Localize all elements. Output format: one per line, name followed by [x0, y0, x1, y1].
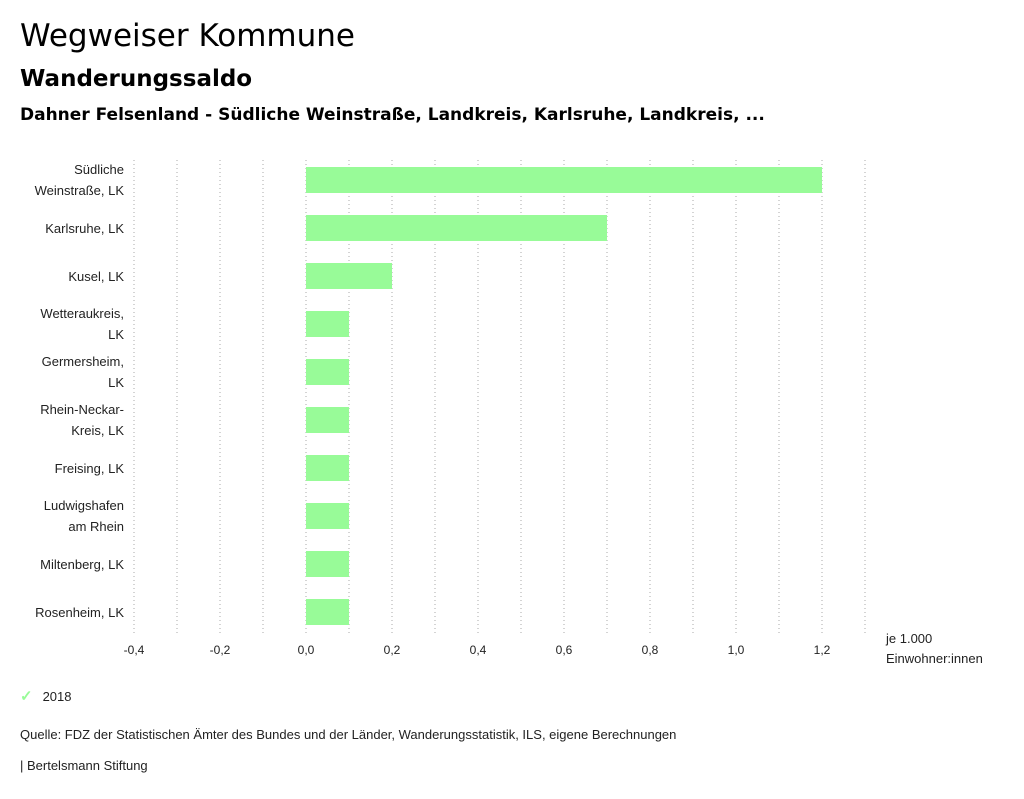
- bar-2[interactable]: [306, 215, 607, 241]
- category-label: Wetteraukreis, LK: [4, 303, 124, 345]
- bar-6[interactable]: [306, 407, 349, 433]
- bar-8[interactable]: [306, 503, 349, 529]
- legend[interactable]: ✓ 2018: [20, 687, 72, 705]
- category-label: Kusel, LK: [4, 266, 124, 287]
- category-label: Rosenheim, LK: [4, 602, 124, 623]
- legend-label: 2018: [42, 688, 72, 704]
- category-label-line: Germersheim,: [41, 354, 124, 369]
- bar-4[interactable]: [306, 311, 349, 337]
- category-label: Freising, LK: [4, 458, 124, 479]
- bar-1[interactable]: [306, 167, 822, 193]
- x-tick-label: -0,4: [124, 643, 145, 657]
- category-label: Miltenberg, LK: [4, 554, 124, 575]
- region-selection: Dahner Felsenland - Südliche Weinstraße,…: [20, 105, 765, 125]
- category-label: Südliche Weinstraße, LK: [4, 159, 124, 201]
- category-label-line: Ludwigshafen: [43, 498, 124, 513]
- category-label-line: Südliche: [74, 162, 124, 177]
- x-tick-label: -0,2: [210, 643, 231, 657]
- category-label-line: Miltenberg, LK: [40, 556, 124, 572]
- category-label-line: Karlsruhe, LK: [45, 220, 124, 236]
- x-tick-label: 0,8: [642, 643, 659, 657]
- x-tick-label: 0,4: [470, 643, 487, 657]
- category-label: Rhein-Neckar- Kreis, LK: [4, 399, 124, 441]
- category-label-line: Wetteraukreis,: [40, 306, 124, 321]
- x-tick-label: 1,0: [728, 643, 745, 657]
- category-label: Germersheim, LK: [4, 351, 124, 393]
- page-title: Wegweiser Kommune: [20, 18, 355, 54]
- category-label-line: am Rhein: [68, 519, 124, 534]
- category-label-line: Kusel, LK: [68, 268, 124, 284]
- x-axis-unit: je 1.000 Einwohner:innen: [886, 629, 983, 669]
- bar-10[interactable]: [306, 599, 349, 625]
- x-axis-unit-line-2: Einwohner:innen: [886, 651, 983, 666]
- x-tick-label: 0,0: [298, 643, 315, 657]
- x-tick-label: 0,6: [556, 643, 573, 657]
- category-label-line: LK: [108, 375, 124, 390]
- chart-subtitle: Wanderungssaldo: [20, 66, 253, 92]
- category-label-line: Freising, LK: [54, 460, 124, 476]
- x-tick-label: 0,2: [384, 643, 401, 657]
- bar-3[interactable]: [306, 263, 392, 289]
- category-label: Ludwigshafen am Rhein: [4, 495, 124, 537]
- source-note: Quelle: FDZ der Statistischen Ämter des …: [20, 727, 677, 742]
- bar-5[interactable]: [306, 359, 349, 385]
- x-axis-unit-line-1: je 1.000: [886, 631, 933, 646]
- x-tick-label: 1,2: [814, 643, 831, 657]
- bar-9[interactable]: [306, 551, 349, 577]
- category-label-line: LK: [108, 327, 124, 342]
- bar-7[interactable]: [306, 455, 349, 481]
- brand-note: | Bertelsmann Stiftung: [20, 758, 148, 773]
- category-label-line: Weinstraße, LK: [34, 183, 124, 198]
- category-label: Karlsruhe, LK: [4, 218, 124, 239]
- category-label-line: Rosenheim, LK: [35, 604, 124, 620]
- checkmark-icon[interactable]: ✓: [20, 688, 33, 705]
- category-label-line: Kreis, LK: [71, 423, 124, 438]
- bar-chart: -0,4 -0,2 0,0 0,2 0,4 0,6 0,8 1,0 1,2: [124, 160, 866, 657]
- category-label-line: Rhein-Neckar-: [40, 402, 124, 417]
